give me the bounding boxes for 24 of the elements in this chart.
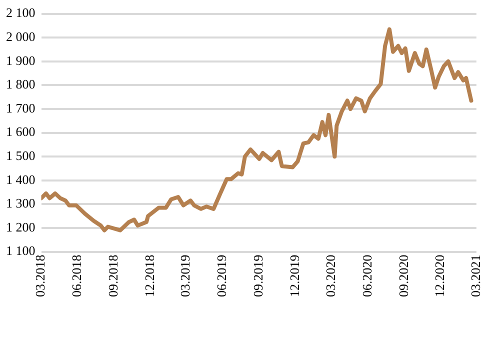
y-tick-label: 1 400	[6, 172, 36, 187]
y-tick-label: 1 800	[6, 76, 36, 92]
y-tick-label: 1 500	[6, 148, 36, 163]
x-tick-label: 06.2019	[214, 254, 230, 297]
x-tick-label: 03.2018	[32, 254, 48, 297]
x-tick-label: 09.2020	[396, 254, 411, 297]
y-tick-label: 1 700	[6, 100, 36, 116]
x-tick-label: 06.2018	[69, 254, 84, 297]
y-tick-label: 1 300	[6, 196, 36, 211]
x-tick-label: 09.2018	[106, 254, 121, 297]
y-tick-label: 1 900	[6, 52, 36, 68]
x-tick-label: 12.2018	[142, 254, 157, 297]
x-tick-label: 03.2020	[322, 254, 338, 297]
y-tick-label: 1 600	[6, 124, 36, 140]
x-tick-label: 03.2019	[178, 254, 193, 297]
x-tick-label: 03.2021	[468, 254, 483, 297]
y-tick-label: 1 200	[6, 219, 36, 234]
y-tick-label: 2 100	[6, 5, 36, 20]
y-tick-label: 2 000	[6, 29, 36, 44]
x-tick-label: 12.2020	[432, 254, 448, 297]
y-tick-label: 1 100	[6, 243, 36, 258]
x-tick-label: 06.2020	[359, 254, 374, 297]
x-tick-label: 12.2019	[286, 254, 302, 297]
x-tick-label: 09.2019	[250, 254, 266, 297]
